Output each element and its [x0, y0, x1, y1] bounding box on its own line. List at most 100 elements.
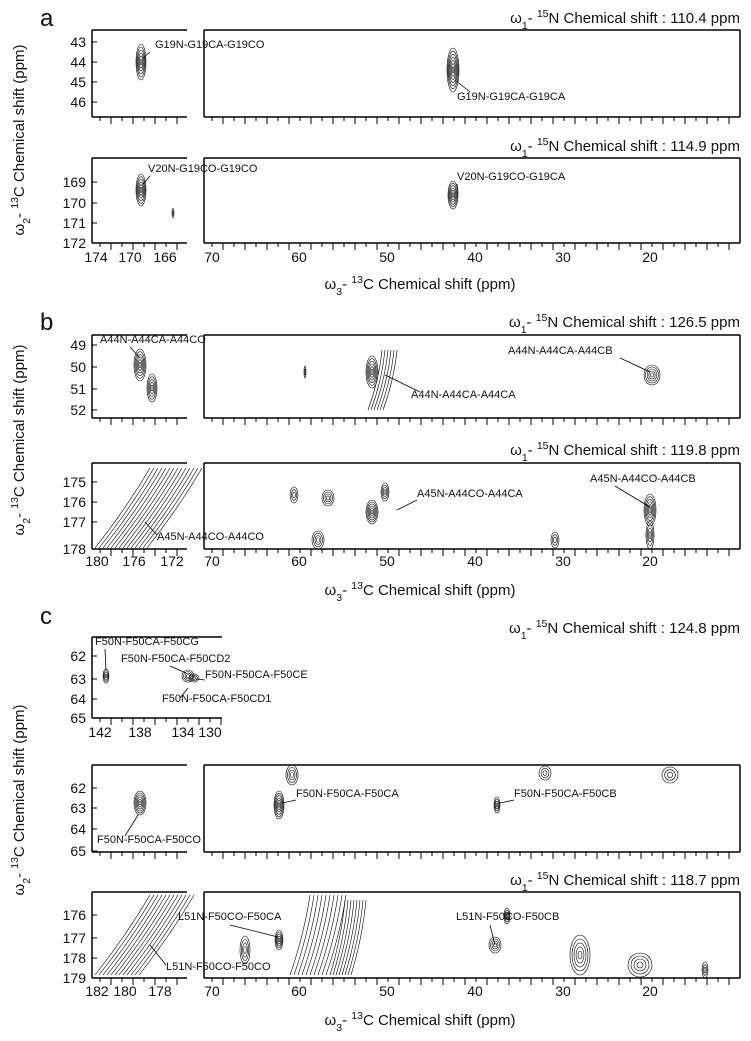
- text-part: 13: [351, 274, 363, 286]
- axis-title: ω2- 13C Chemical shift (ppm): [9, 345, 33, 536]
- contour: [373, 349, 389, 411]
- x-tick-label: 40: [467, 249, 483, 265]
- text-part: ω: [325, 1012, 337, 1029]
- contour: [571, 938, 589, 972]
- text-part: -: [11, 509, 28, 518]
- contour: [648, 370, 656, 380]
- text-part: 1: [521, 324, 527, 336]
- contour: [447, 50, 459, 90]
- text-part: 13: [351, 580, 363, 592]
- contour: [303, 365, 307, 379]
- contour: [122, 467, 179, 549]
- contour: [118, 894, 175, 976]
- contour: [136, 796, 144, 810]
- panel-letter: c: [40, 603, 52, 630]
- contour: [277, 935, 281, 945]
- contour: [350, 899, 367, 976]
- y-tick-label: 178: [63, 950, 87, 966]
- contour: [190, 675, 198, 681]
- contour: [365, 355, 379, 389]
- contour: [277, 800, 281, 810]
- contour: [504, 909, 510, 923]
- contour: [292, 492, 296, 498]
- contour: [382, 487, 388, 497]
- contour: [644, 496, 656, 524]
- text-part: ω: [11, 523, 28, 535]
- contour: [289, 894, 311, 976]
- text-part: ω: [509, 314, 521, 331]
- contour: [366, 501, 378, 523]
- contour: [149, 382, 155, 394]
- text-part: N Chemical shift : 110.4 ppm: [549, 10, 740, 27]
- contour: [291, 489, 297, 501]
- text-part: 2: [21, 218, 33, 224]
- peak-label: A44N-A44CA-A44CA: [411, 389, 516, 401]
- y-tick-label: 51: [70, 381, 86, 397]
- text-part: 13: [9, 197, 21, 209]
- contour: [285, 764, 299, 786]
- y-tick-label: 52: [70, 402, 86, 418]
- x-tick-label: 60: [291, 249, 307, 265]
- contour: [297, 894, 319, 976]
- text-part: 3: [336, 1022, 342, 1034]
- text-part: -: [342, 276, 351, 293]
- contour: [305, 894, 327, 976]
- text-part: C Chemical shift (ppm): [11, 45, 28, 198]
- text-part: C Chemical shift (ppm): [11, 705, 28, 858]
- y-tick-label: 44: [70, 54, 86, 70]
- line: [281, 799, 297, 804]
- text-part: 2: [21, 878, 33, 884]
- text-part: N Chemical shift : 118.7 ppm: [549, 872, 740, 889]
- contour: [367, 361, 377, 383]
- contour: [94, 894, 151, 976]
- contour: [493, 796, 501, 814]
- axis-title: ω1- 15N Chemical shift : 114.9 ppm: [510, 136, 740, 160]
- contour: [451, 66, 455, 74]
- line: [149, 944, 167, 966]
- text-part: 1: [522, 882, 528, 894]
- line: [384, 374, 421, 393]
- x-tick-label: 30: [555, 553, 571, 569]
- x-tick-label: 138: [128, 724, 152, 740]
- text-part: C Chemical shift (ppm): [11, 345, 28, 498]
- y-tick-label: 172: [63, 235, 87, 251]
- x-tick-label: 70: [204, 983, 220, 999]
- contour: [274, 793, 284, 817]
- text-part: ω: [510, 442, 522, 459]
- peak-label: A44N-A44CA-A44CO: [100, 334, 206, 346]
- contour: [242, 942, 248, 958]
- x-tick-label: 60: [291, 553, 307, 569]
- contour: [136, 46, 146, 78]
- x-tick-label: 20: [642, 553, 658, 569]
- line: [179, 687, 189, 699]
- peak-label: F50N-F50CA-F50CE: [205, 669, 308, 681]
- contour: [289, 486, 299, 504]
- contour: [367, 503, 377, 521]
- x-tick-label: 180: [85, 553, 109, 569]
- contour: [370, 349, 386, 411]
- contour: [542, 770, 548, 776]
- text-part: 13: [9, 857, 21, 869]
- peak-label: A44N-A44CA-A44CB: [508, 345, 613, 357]
- x-tick-label: 40: [467, 983, 483, 999]
- peak-label: V20N-G19CO-G19CA: [457, 171, 566, 183]
- x-tick-label: 60: [291, 983, 307, 999]
- x-tick-label: 174: [84, 249, 108, 265]
- text-part: -: [527, 314, 536, 331]
- x-tick-label: 134: [171, 724, 195, 740]
- contour: [370, 369, 374, 375]
- contour: [647, 504, 653, 516]
- contour: [324, 493, 332, 503]
- y-tick-label: 179: [63, 970, 87, 986]
- contour: [138, 800, 142, 806]
- contour: [347, 899, 364, 976]
- contour: [314, 535, 322, 545]
- contour: [192, 676, 196, 680]
- contour: [369, 366, 375, 378]
- contour: [490, 938, 500, 952]
- text-part: N Chemical shift : 124.8 ppm: [547, 620, 740, 637]
- contour: [301, 894, 323, 976]
- text-part: ω: [11, 223, 28, 235]
- contour: [183, 671, 193, 681]
- contour: [648, 507, 652, 513]
